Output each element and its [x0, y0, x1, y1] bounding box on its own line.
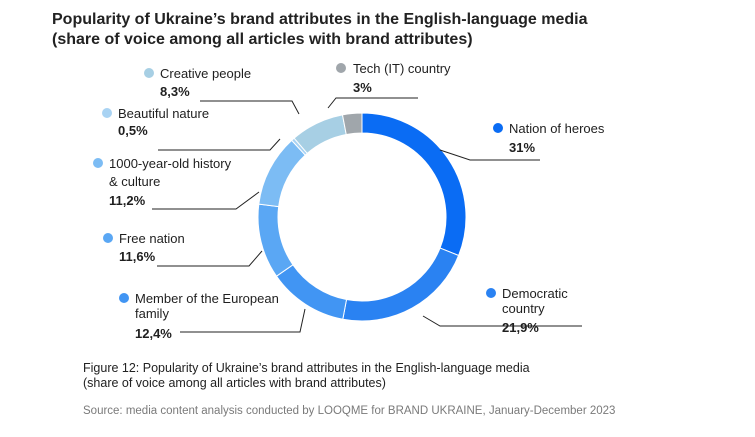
- value-label: 31%: [509, 140, 535, 155]
- slice-democratic-country: [342, 247, 460, 322]
- figure-caption: Figure 12: Popularity of Ukraine’s brand…: [83, 361, 723, 391]
- category-label: family: [135, 306, 169, 321]
- value-label: 8,3%: [160, 84, 190, 99]
- leader-line: [200, 100, 300, 115]
- category-label: Creative people: [160, 66, 251, 81]
- leader-line: [158, 138, 281, 151]
- slice-member-of-the-european-family: [275, 264, 348, 320]
- value-label: 3%: [353, 80, 372, 95]
- chart-title-line-1: Popularity of Ukraine’s brand attributes…: [52, 11, 588, 28]
- slice-creative-people: [293, 114, 347, 155]
- legend-dot: [93, 158, 103, 168]
- category-label: & culture: [109, 174, 160, 189]
- category-label: 1000-year-old history: [109, 156, 232, 171]
- legend-dot: [144, 68, 154, 78]
- slice-nation-of-heroes: [361, 112, 467, 257]
- value-label: 12,4%: [135, 326, 172, 341]
- legend-dot: [102, 108, 112, 118]
- leader-line: [327, 97, 418, 109]
- value-label: 11,6%: [119, 249, 156, 264]
- legend-dot: [103, 233, 113, 243]
- value-label: 0,5%: [118, 123, 148, 138]
- legend-dot: [119, 293, 129, 303]
- source-note: Source: media content analysis conducted…: [83, 405, 616, 417]
- category-label: Free nation: [119, 231, 185, 246]
- legend-dot: [486, 288, 496, 298]
- leader-line: [422, 315, 582, 327]
- value-label: 11,2%: [109, 193, 146, 208]
- leader-line: [180, 308, 306, 333]
- category-label: Tech (IT) country: [353, 61, 451, 76]
- leader-line: [157, 250, 263, 267]
- leader-line: [439, 149, 540, 161]
- category-label: Nation of heroes: [509, 121, 605, 136]
- category-label: Member of the European: [135, 291, 279, 306]
- category-label: Beautiful nature: [118, 106, 209, 121]
- slice-free-nation: [257, 203, 294, 277]
- category-label: Democratic: [502, 286, 568, 301]
- slice-tech-it-country: [341, 112, 363, 136]
- leader-line: [152, 191, 260, 210]
- value-label: 21,9%: [502, 320, 539, 335]
- legend-dot: [336, 63, 346, 73]
- figure-caption-line-2: (share of voice among all articles with …: [83, 376, 386, 390]
- category-label: country: [502, 301, 545, 316]
- chart-title: Popularity of Ukraine’s brand attributes…: [52, 10, 732, 50]
- chart-title-line-2: (share of voice among all articles with …: [52, 31, 473, 48]
- figure-caption-line-1: Figure 12: Popularity of Ukraine’s brand…: [83, 361, 530, 375]
- legend-dot: [493, 123, 503, 133]
